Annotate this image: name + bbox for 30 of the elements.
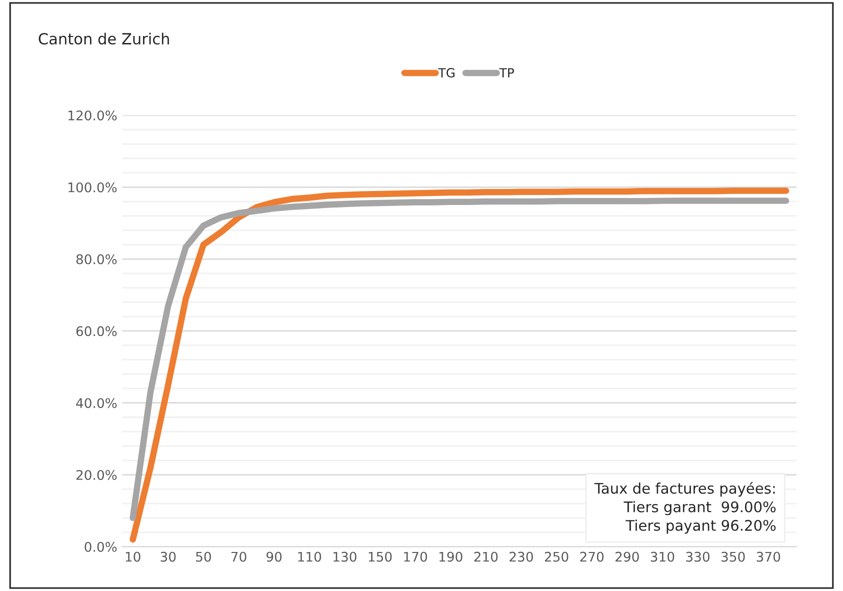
x-tick-label: 290 — [616, 552, 639, 562]
x-tick-label: 270 — [580, 552, 604, 562]
x-tick-label: 310 — [650, 552, 674, 562]
chart-title: Canton de Zurich — [38, 32, 169, 45]
x-tick-label: 110 — [298, 552, 322, 562]
legend-label: TG — [438, 68, 454, 78]
x-tick-label: 370 — [756, 552, 780, 562]
x-tick-label: 350 — [721, 552, 745, 562]
x-tick-label: 50 — [196, 552, 211, 562]
x-tick-label: 130 — [334, 552, 356, 562]
legend-label: TP — [499, 68, 514, 78]
y-tick-label: 100.0% — [68, 182, 117, 192]
y-tick-label: 40.0% — [76, 398, 117, 408]
x-tick-label: 230 — [510, 552, 533, 562]
x-tick-label: 150 — [368, 552, 392, 562]
y-tick-label: 60.0% — [76, 326, 117, 336]
x-tick-label: 210 — [474, 552, 498, 562]
x-tick-label: 30 — [160, 552, 176, 562]
x-tick-label: 330 — [686, 552, 710, 562]
y-tick-label: 120.0% — [68, 110, 117, 120]
x-tick-label: 170 — [404, 552, 428, 562]
x-tick-label: 10 — [126, 552, 140, 562]
annotation: Taux de factures payées: Tiers garant 99.00% Tiers payant 96.20% — [594, 482, 776, 534]
y-tick-label: 80.0% — [76, 254, 117, 264]
y-tick-label: 20.0% — [76, 470, 117, 480]
x-tick-label: 90 — [266, 552, 282, 562]
x-tick-label: 190 — [439, 552, 462, 562]
x-tick-label: 70 — [231, 552, 246, 562]
y-tick-label: 0.0% — [84, 542, 117, 552]
x-tick-label: 250 — [544, 552, 568, 562]
